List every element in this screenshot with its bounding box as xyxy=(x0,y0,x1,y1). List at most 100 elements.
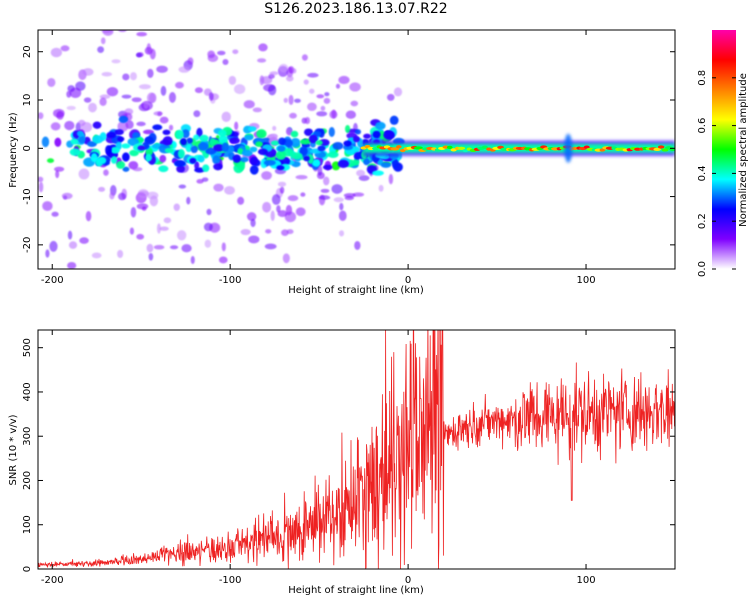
heatmap-cell xyxy=(246,212,257,221)
heatmap-cell xyxy=(136,52,143,58)
snr-frame xyxy=(37,329,676,570)
heatmap-cell xyxy=(139,84,151,90)
figure-title: S126.2023.186.13.07.R22 xyxy=(264,1,448,17)
heatmap-cell xyxy=(290,152,303,160)
line-cell xyxy=(399,148,406,153)
heatmap-cell xyxy=(213,163,223,171)
heatmap-cell xyxy=(106,131,117,139)
heatmap-cell xyxy=(66,105,76,111)
heatmap-cell xyxy=(255,141,263,148)
line-cell xyxy=(462,148,469,153)
heatmap-cell xyxy=(197,288,203,293)
heatmap-cell xyxy=(149,48,156,60)
heatmap-cell xyxy=(54,137,62,147)
heatmap-cell xyxy=(240,156,249,163)
heatmap-cell xyxy=(144,136,154,144)
heatmap-cell xyxy=(69,87,82,99)
heatmap-cell xyxy=(117,249,124,259)
heatmap-cell xyxy=(264,243,277,250)
line-cell xyxy=(446,145,453,149)
heatmap-cell xyxy=(261,171,272,180)
heatmap-cell xyxy=(146,92,156,104)
heatmap-cell xyxy=(248,126,257,132)
snr-x-tick-label: -100 xyxy=(219,575,242,586)
heatmap-cell xyxy=(146,43,151,54)
heatmap-cell xyxy=(295,175,308,180)
heatmap-cell xyxy=(286,229,294,235)
heatmap-cell xyxy=(278,63,289,73)
line-cell xyxy=(599,148,606,152)
spectrogram-heatmap xyxy=(38,22,675,304)
heatmap-cell xyxy=(136,233,145,240)
heatmap-cell xyxy=(186,137,193,144)
heatmap-cell xyxy=(92,135,104,144)
heatmap-cell xyxy=(353,135,360,143)
heatmap-cell xyxy=(250,218,256,228)
heatmap-cell xyxy=(378,184,384,192)
heatmap-cell xyxy=(163,217,172,224)
heatmap-cell xyxy=(263,159,276,166)
heatmap-cell xyxy=(311,159,321,167)
heatmap-cell xyxy=(160,281,165,290)
heatmap-cell xyxy=(363,133,372,139)
heatmap-cell xyxy=(294,98,301,103)
spectrogram-x-label: Height of straight line (km) xyxy=(288,285,424,296)
snr-x-tick-label: -200 xyxy=(41,575,64,586)
heatmap-cell xyxy=(237,161,246,171)
heatmap-cell xyxy=(335,83,341,89)
heatmap-cell xyxy=(38,181,44,193)
snr-y-label: SNR (10 * v/v) xyxy=(8,414,19,485)
heatmap-cell xyxy=(168,124,174,131)
snr-y-tick-label: 500 xyxy=(22,338,33,357)
heatmap-cell xyxy=(110,146,120,154)
heatmap-cell xyxy=(117,121,129,132)
snr-x-tick-label: 0 xyxy=(405,575,411,586)
heatmap-cell xyxy=(243,100,255,109)
colorbar-tick-label: 0.6 xyxy=(697,118,708,134)
heatmap-cell xyxy=(327,151,339,159)
heatmap-cell xyxy=(320,188,330,193)
heatmap-cell xyxy=(372,170,384,176)
heatmap-cell xyxy=(237,148,244,155)
heatmap-cell xyxy=(262,201,272,213)
heatmap-cell xyxy=(173,203,181,211)
heatmap-cell xyxy=(307,102,317,112)
heatmap-cell xyxy=(206,208,212,216)
heatmap-cell xyxy=(316,94,325,99)
heatmap-cell xyxy=(152,124,163,131)
line-cell xyxy=(661,148,669,152)
heatmap-cell xyxy=(137,188,149,199)
heatmap-cell xyxy=(301,54,308,61)
heatmap-cell xyxy=(256,129,267,139)
heatmap-cell xyxy=(162,136,173,146)
snr-background xyxy=(38,330,675,569)
heatmap-cell xyxy=(237,196,245,205)
heatmap-cell xyxy=(269,71,279,76)
heatmap-cell xyxy=(202,164,210,173)
heatmap-cell xyxy=(178,66,190,73)
snr-y-tick-label: 400 xyxy=(22,382,33,401)
heatmap-cell xyxy=(53,108,65,118)
heatmap-cell xyxy=(78,119,86,127)
heatmap-cell xyxy=(204,286,213,293)
heatmap-cell xyxy=(217,129,227,137)
heatmap-cell xyxy=(197,142,209,151)
spectrogram-y-tick-label: 10 xyxy=(22,94,33,107)
heatmap-cell xyxy=(159,116,169,124)
heatmap-cell xyxy=(199,134,209,142)
heatmap-cell xyxy=(194,87,203,94)
heatmap-cell xyxy=(67,262,77,269)
heatmap-cell xyxy=(208,92,214,101)
heatmap-cell xyxy=(345,124,351,134)
heatmap-cell xyxy=(332,141,344,150)
heatmap-cell xyxy=(318,195,331,200)
heatmap-cell xyxy=(107,292,118,302)
heatmap-cell xyxy=(349,82,361,92)
heatmap-cell xyxy=(49,22,59,29)
line-cell xyxy=(396,145,402,149)
heatmap-cell xyxy=(61,192,73,200)
heatmap-cell xyxy=(88,102,97,113)
line-cell xyxy=(372,146,379,151)
heatmap-cell xyxy=(252,107,262,113)
heatmap-cell xyxy=(126,294,132,304)
